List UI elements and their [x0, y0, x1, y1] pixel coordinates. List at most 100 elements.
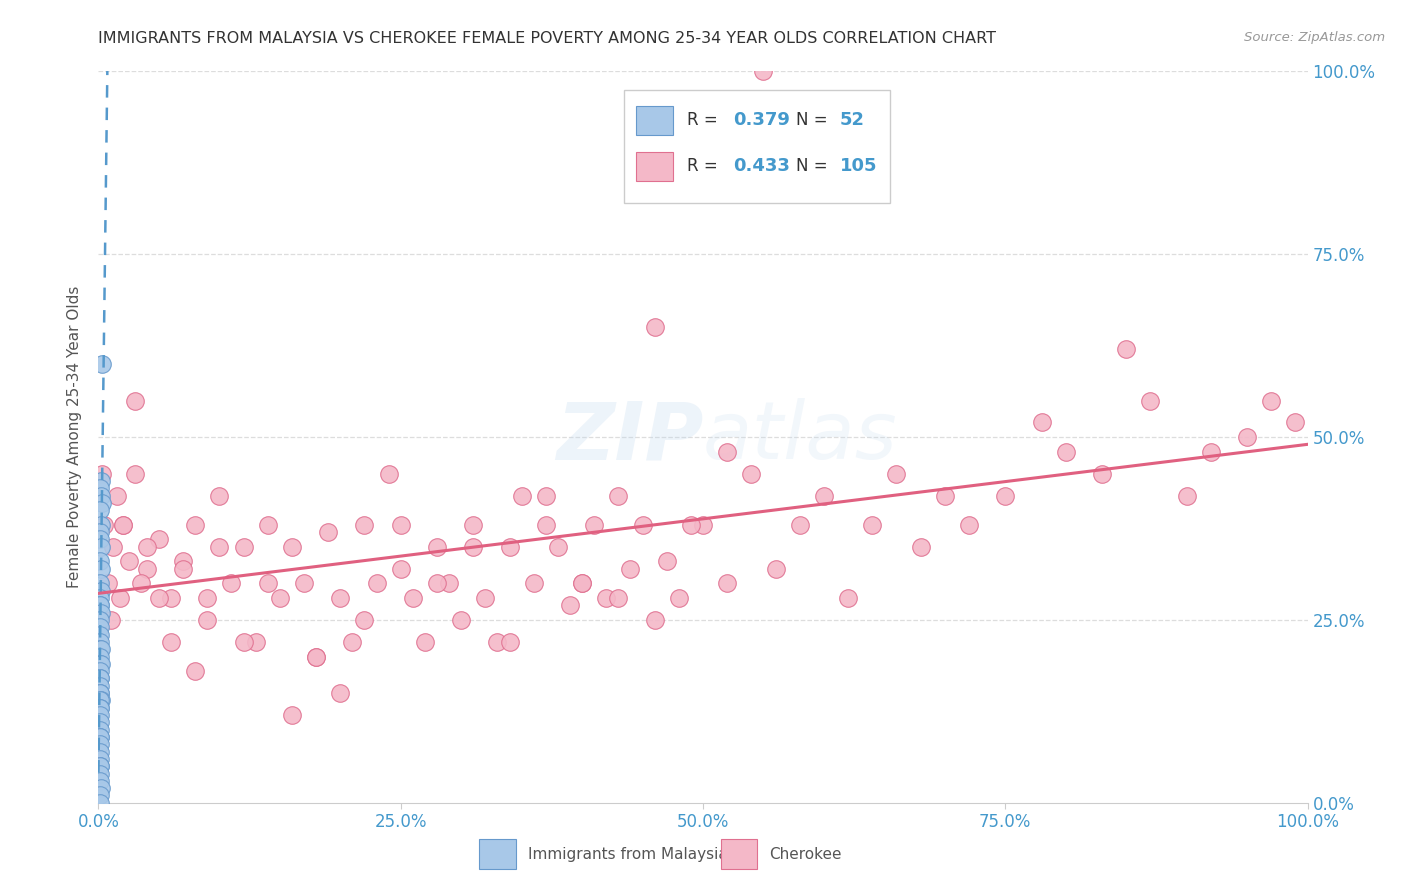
Point [89, 715, 111, 730]
Point [679, 517, 702, 532]
Point [668, 591, 690, 605]
Point [89, 627, 111, 641]
Point [692, 517, 714, 532]
Point [118, 554, 141, 568]
Text: Source: ZipAtlas.com: Source: ZipAtlas.com [1244, 31, 1385, 45]
Point [342, 635, 364, 649]
Point [886, 467, 908, 481]
Point [402, 591, 425, 605]
Point [160, 635, 183, 649]
Bar [637, 106, 672, 135]
Point [558, 599, 581, 613]
Point [89, 635, 111, 649]
Point [89, 672, 111, 686]
Point [1284, 416, 1306, 430]
Point [329, 591, 352, 605]
Point [111, 517, 134, 532]
Point [607, 591, 630, 605]
Point [765, 562, 787, 576]
Point [90, 540, 112, 554]
FancyBboxPatch shape [624, 90, 890, 203]
Point [90, 517, 112, 532]
Point [813, 489, 835, 503]
Point [281, 540, 304, 554]
Point [655, 554, 678, 568]
Y-axis label: Female Poverty Among 25-34 Year Olds: Female Poverty Among 25-34 Year Olds [67, 286, 83, 588]
Point [89, 686, 111, 700]
Point [195, 591, 218, 605]
Point [269, 591, 291, 605]
Point [316, 525, 339, 540]
Point [184, 664, 207, 678]
Point [89, 745, 111, 759]
Point [232, 635, 254, 649]
Point [124, 467, 146, 481]
Point [474, 591, 496, 605]
Bar [721, 839, 758, 869]
Bar [479, 839, 516, 869]
Point [426, 540, 449, 554]
Point [534, 517, 557, 532]
Point [752, 64, 775, 78]
Point [534, 489, 557, 503]
Point [90, 583, 112, 598]
Point [90, 489, 112, 503]
Point [90, 474, 112, 488]
Point [463, 517, 485, 532]
Point [105, 489, 128, 503]
Point [510, 489, 533, 503]
Point [135, 540, 157, 554]
Point [89, 554, 111, 568]
Point [389, 517, 412, 532]
Point [108, 591, 131, 605]
Text: atlas: atlas [703, 398, 898, 476]
Point [740, 467, 762, 481]
Point [305, 649, 328, 664]
Point [571, 576, 593, 591]
Point [208, 540, 231, 554]
Text: ZIP: ZIP [555, 398, 703, 476]
Point [89, 708, 111, 723]
Point [463, 540, 485, 554]
Point [148, 533, 170, 547]
Point [498, 540, 520, 554]
Point [89, 599, 111, 613]
Point [498, 635, 520, 649]
Point [89, 730, 111, 744]
Point [90, 642, 112, 657]
Point [837, 591, 859, 605]
Point [957, 517, 980, 532]
Point [97, 576, 120, 591]
Point [450, 613, 472, 627]
Point [89, 789, 111, 803]
Point [89, 481, 111, 495]
Point [232, 540, 254, 554]
Point [523, 576, 546, 591]
Point [90, 693, 112, 707]
Point [135, 562, 157, 576]
Point [281, 708, 304, 723]
Point [644, 320, 666, 334]
Point [89, 591, 111, 605]
Text: Cherokee: Cherokee [769, 847, 842, 862]
Point [101, 540, 124, 554]
Point [89, 752, 111, 766]
Point [160, 591, 183, 605]
Point [329, 686, 352, 700]
Point [89, 642, 111, 657]
Point [172, 554, 194, 568]
Point [89, 759, 111, 773]
Point [195, 613, 218, 627]
Point [129, 576, 152, 591]
Point [91, 496, 114, 510]
Point [583, 517, 606, 532]
Point [607, 489, 630, 503]
Point [426, 576, 449, 591]
Point [716, 576, 738, 591]
Point [89, 672, 111, 686]
Point [89, 723, 111, 737]
Point [221, 576, 243, 591]
Point [245, 635, 267, 649]
Point [90, 562, 112, 576]
Point [89, 700, 111, 714]
